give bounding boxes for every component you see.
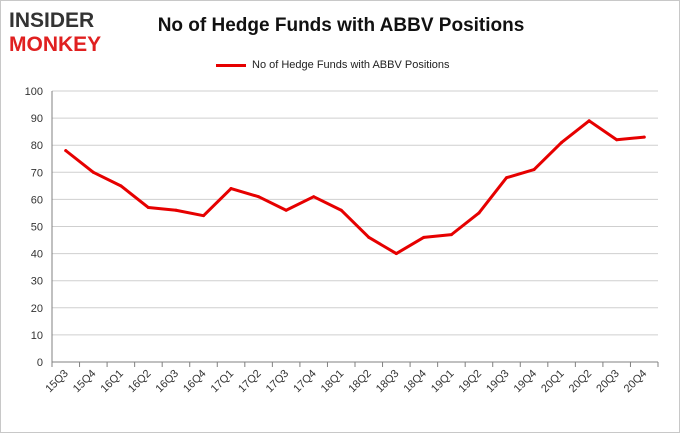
x-tick-label-16Q3: 16Q3 bbox=[154, 368, 182, 396]
data-point-18Q3 bbox=[394, 252, 398, 256]
x-tick-label-20Q3: 20Q3 bbox=[594, 368, 622, 396]
y-tick-label-50: 50 bbox=[31, 222, 43, 234]
logo-text-monkey: MONKEY bbox=[9, 33, 101, 56]
x-tick-label-20Q4: 20Q4 bbox=[622, 368, 650, 396]
x-tick-label-18Q1: 18Q1 bbox=[319, 368, 347, 396]
x-tick-label-17Q1: 17Q1 bbox=[209, 368, 237, 396]
x-tick-label-18Q4: 18Q4 bbox=[401, 368, 429, 396]
x-tick-label-20Q1: 20Q1 bbox=[539, 368, 567, 396]
x-tick-label-16Q1: 16Q1 bbox=[98, 368, 126, 396]
x-tick-label-18Q3: 18Q3 bbox=[374, 368, 402, 396]
data-point-16Q4 bbox=[202, 214, 205, 218]
y-tick-label-30: 30 bbox=[31, 276, 43, 288]
x-tick-label-17Q2: 17Q2 bbox=[236, 368, 264, 396]
y-tick-label-60: 60 bbox=[31, 194, 43, 206]
data-point-20Q1 bbox=[560, 140, 564, 144]
data-point-20Q4 bbox=[642, 135, 646, 139]
data-point-18Q4 bbox=[422, 235, 426, 239]
x-tick-label-19Q3: 19Q3 bbox=[484, 368, 512, 396]
data-point-18Q1 bbox=[339, 208, 343, 212]
y-tick-label-90: 90 bbox=[31, 113, 43, 125]
data-point-17Q2 bbox=[257, 195, 261, 199]
x-tick-label-20Q2: 20Q2 bbox=[567, 368, 595, 396]
x-tick-label-16Q2: 16Q2 bbox=[126, 368, 154, 396]
y-tick-label-100: 100 bbox=[25, 86, 43, 98]
logo-text-insider: INSIDER bbox=[9, 9, 94, 32]
y-tick-label-10: 10 bbox=[31, 330, 43, 342]
data-point-20Q2 bbox=[587, 119, 591, 123]
y-tick-label-20: 20 bbox=[31, 303, 43, 315]
x-tick-label-19Q1: 19Q1 bbox=[429, 368, 457, 396]
data-point-16Q1 bbox=[119, 184, 123, 188]
data-point-15Q3 bbox=[64, 149, 68, 153]
y-tick-label-40: 40 bbox=[31, 249, 43, 261]
data-point-19Q1 bbox=[449, 233, 453, 237]
data-point-15Q4 bbox=[91, 170, 95, 174]
chart-title: No of Hedge Funds with ABBV Positions bbox=[157, 15, 525, 36]
data-point-17Q3 bbox=[284, 208, 288, 212]
series-line-0 bbox=[64, 119, 646, 256]
data-point-17Q4 bbox=[312, 195, 316, 199]
insider-monkey-logo: INSIDER MONKEY bbox=[7, 7, 129, 57]
legend-label: No of Hedge Funds with ABBV Positions bbox=[252, 59, 450, 71]
logo-graphic: INSIDER MONKEY bbox=[9, 9, 101, 56]
data-point-18Q2 bbox=[367, 235, 371, 239]
data-point-17Q1 bbox=[229, 187, 233, 191]
y-tick-label-80: 80 bbox=[31, 140, 43, 152]
legend: No of Hedge Funds with ABBV Positions bbox=[216, 57, 450, 73]
legend-swatch bbox=[216, 63, 246, 67]
data-point-19Q2 bbox=[477, 211, 481, 215]
data-point-19Q4 bbox=[532, 168, 536, 172]
data-point-16Q3 bbox=[174, 208, 178, 212]
x-tick-label-15Q4: 15Q4 bbox=[71, 368, 99, 396]
x-tick-label-15Q3: 15Q3 bbox=[43, 368, 71, 396]
y-tick-label-0: 0 bbox=[37, 357, 43, 369]
x-tick-label-19Q4: 19Q4 bbox=[512, 368, 540, 396]
x-tick-label-17Q4: 17Q4 bbox=[291, 368, 319, 396]
x-tick-label-18Q2: 18Q2 bbox=[346, 368, 374, 396]
x-tick-label-17Q3: 17Q3 bbox=[264, 368, 292, 396]
y-tick-label-70: 70 bbox=[31, 167, 43, 179]
x-tick-label-19Q2: 19Q2 bbox=[457, 368, 485, 396]
data-point-20Q3 bbox=[615, 138, 619, 142]
data-point-16Q2 bbox=[146, 206, 150, 210]
x-tick-label-16Q4: 16Q4 bbox=[181, 368, 209, 396]
data-point-19Q3 bbox=[505, 176, 508, 180]
